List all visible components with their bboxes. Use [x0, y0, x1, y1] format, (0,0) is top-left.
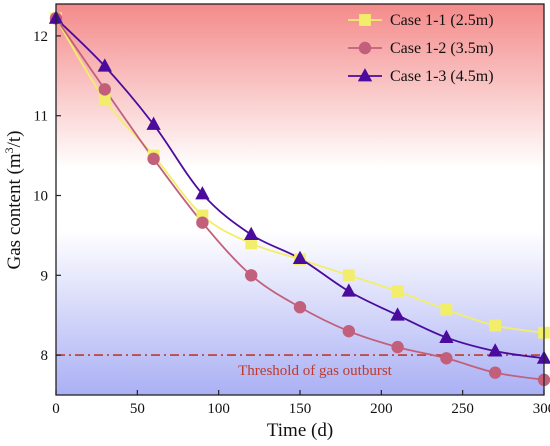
y-tick-label: 12 — [33, 29, 48, 45]
series-2-point — [391, 340, 404, 354]
series-1-point — [391, 285, 404, 298]
x-tick-label: 200 — [370, 401, 393, 417]
series-line-2 — [56, 17, 544, 381]
y-tick-label: 8 — [41, 348, 49, 364]
series-1-point — [98, 93, 111, 106]
x-axis-label: Time (d) — [267, 420, 333, 441]
series-3-point — [390, 307, 405, 321]
y-axis-label: Gas content (m3/t) — [2, 131, 25, 270]
y-tick-label: 10 — [33, 189, 48, 205]
series-3-point — [488, 343, 503, 357]
y-axis-label-main: Gas content (m — [4, 153, 25, 269]
series-3-point — [97, 58, 112, 72]
x-tick-label: 50 — [130, 401, 145, 417]
series-3-point — [292, 250, 308, 264]
series-2-point — [196, 216, 209, 229]
threshold-label: Threshold of gas outburst — [238, 363, 393, 379]
legend-label-3: Case 1-3 (4.5m) — [390, 68, 494, 85]
series-2-point — [489, 366, 502, 379]
series-2-point — [147, 152, 160, 166]
series-3-point — [195, 186, 210, 200]
legend-label-2: Case 1-2 (3.5m) — [390, 40, 494, 57]
series-line-3 — [56, 17, 544, 360]
series-1-point — [342, 269, 355, 282]
legend-label-1: Case 1-1 (2.5m) — [390, 12, 494, 29]
series-2-point — [342, 324, 356, 338]
series-2-point — [293, 301, 307, 314]
x-tick-label: 100 — [207, 401, 230, 417]
series-3-point — [341, 283, 356, 297]
legend-marker-1 — [359, 14, 371, 26]
y-tick-label: 9 — [41, 268, 49, 284]
series-3-point — [244, 226, 259, 241]
series-1-point — [489, 319, 502, 332]
series-2-point — [98, 83, 112, 96]
y-axis-label-superscript: 3 — [2, 147, 16, 153]
x-tick-label: 300 — [533, 401, 550, 417]
series-1-point — [440, 303, 453, 316]
legend-marker-2 — [358, 41, 372, 55]
x-tick-label: 150 — [289, 401, 312, 417]
series-2-point — [440, 352, 453, 365]
series-2-point — [244, 269, 258, 282]
legend-marker-3 — [357, 68, 373, 82]
legend: Case 1-1 (2.5m) Case 1-2 (3.5m) Case 1-3 (… — [348, 12, 494, 85]
y-tick-label: 11 — [34, 109, 48, 125]
x-tick-label: 250 — [451, 401, 474, 417]
y-axis-label-tail: /t) — [4, 131, 25, 148]
x-tick-label: 0 — [52, 401, 60, 417]
series-line-1 — [56, 17, 544, 334]
series-3-point — [146, 116, 161, 130]
plot-background — [56, 4, 544, 395]
series-3-point — [439, 329, 454, 343]
